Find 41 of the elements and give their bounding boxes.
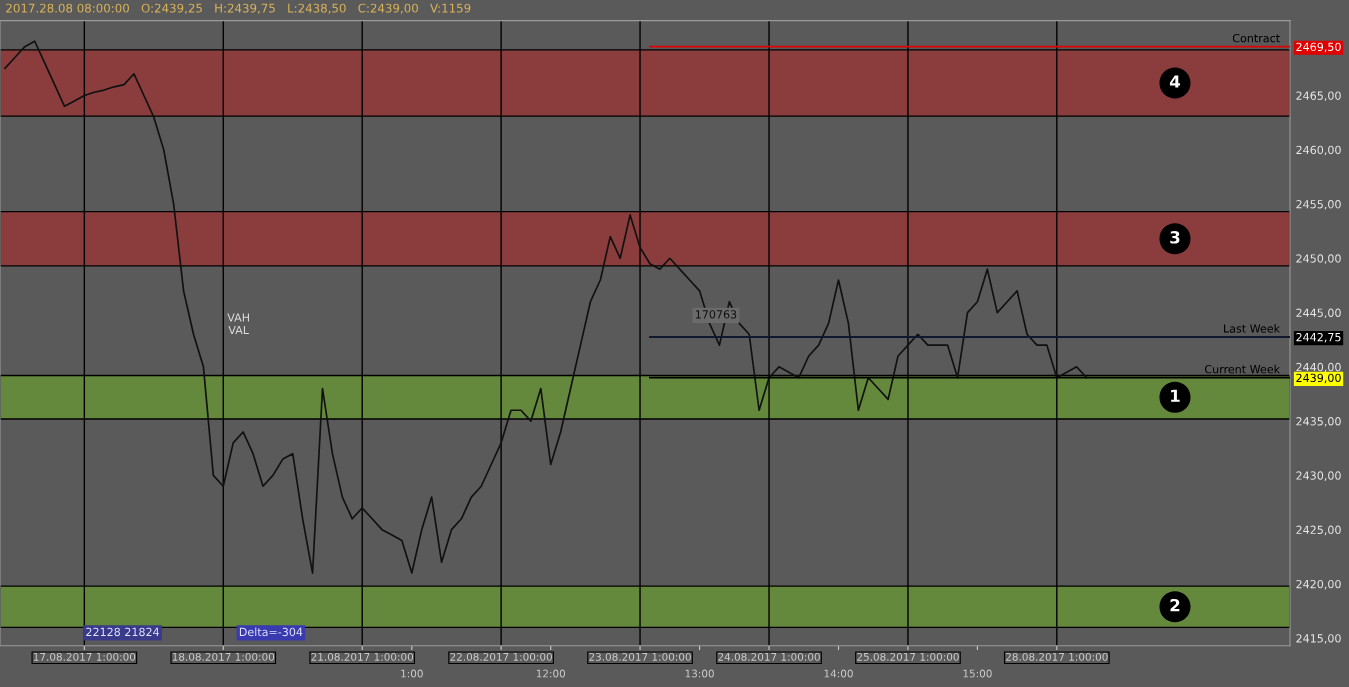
annotation: Delta=-304	[239, 627, 303, 637]
band-label: 3	[1170, 231, 1180, 244]
annotation: 170763	[695, 310, 737, 319]
y-tick-label: 2430,00	[1296, 471, 1341, 481]
y-tick-label: 2440,00	[1296, 362, 1341, 373]
y-tick-label: 2415,00	[1296, 634, 1341, 644]
x-tick-label: 14:00	[824, 669, 853, 678]
y-tick-label: 2450,00	[1296, 254, 1341, 264]
x-tick-label: 25.08.2017 1:00:00	[857, 652, 959, 661]
x-tick-label: 17.08.2017 1:00:00	[33, 652, 136, 661]
annotation: VAL	[228, 325, 249, 335]
chart-title: 2017.28.08 08:00:00 O:2439,25 H:2439,75 L:2438,50 C:2439,00 V:1159	[6, 3, 471, 14]
y-tick-label: 2435,00	[1296, 417, 1341, 427]
line-series	[4, 40, 1088, 574]
annotation: 22128 21824	[86, 627, 160, 637]
y-tick-label: 2442,75	[1296, 332, 1341, 343]
x-tick-label: 28.08.2017 1:00:00	[1006, 652, 1108, 661]
x-tick-label: 22.08.2017 1:00:00	[450, 652, 552, 661]
x-tick-label: 21.08.2017 1:00:00	[311, 652, 414, 661]
x-tick-label: 24.08.2017 1:00:00	[718, 652, 820, 661]
ref-line-label: Current Week	[1205, 364, 1281, 374]
y-tick-label: 2469,50	[1296, 42, 1341, 53]
x-tick-label: 18.08.2017 1:00:00	[172, 652, 275, 661]
band-label: 2	[1170, 598, 1180, 612]
x-tick-label: 1:00	[401, 669, 423, 678]
band-label: 4	[1169, 75, 1181, 88]
y-tick-label: 2420,00	[1296, 579, 1341, 590]
x-tick-label: 12:00	[536, 669, 566, 678]
x-tick-label: 13:00	[685, 669, 714, 678]
y-tick-label: 2465,00	[1296, 91, 1341, 102]
y-tick-label: 2445,00	[1296, 308, 1341, 319]
band-label: 1	[1171, 389, 1180, 402]
y-tick-label: 2455,00	[1296, 200, 1341, 210]
x-tick-label: 15:00	[963, 669, 992, 678]
x-tick-label: 23.08.2017 1:00:00	[589, 652, 691, 661]
y-tick-label: 2460,00	[1296, 145, 1341, 156]
ref-line-label: Last Week	[1224, 324, 1281, 333]
y-tick-label: 2439,00	[1296, 373, 1341, 384]
ref-line-label: Contract	[1232, 33, 1280, 43]
y-tick-label: 2425,00	[1296, 525, 1341, 536]
annotation: VAH	[227, 313, 249, 322]
